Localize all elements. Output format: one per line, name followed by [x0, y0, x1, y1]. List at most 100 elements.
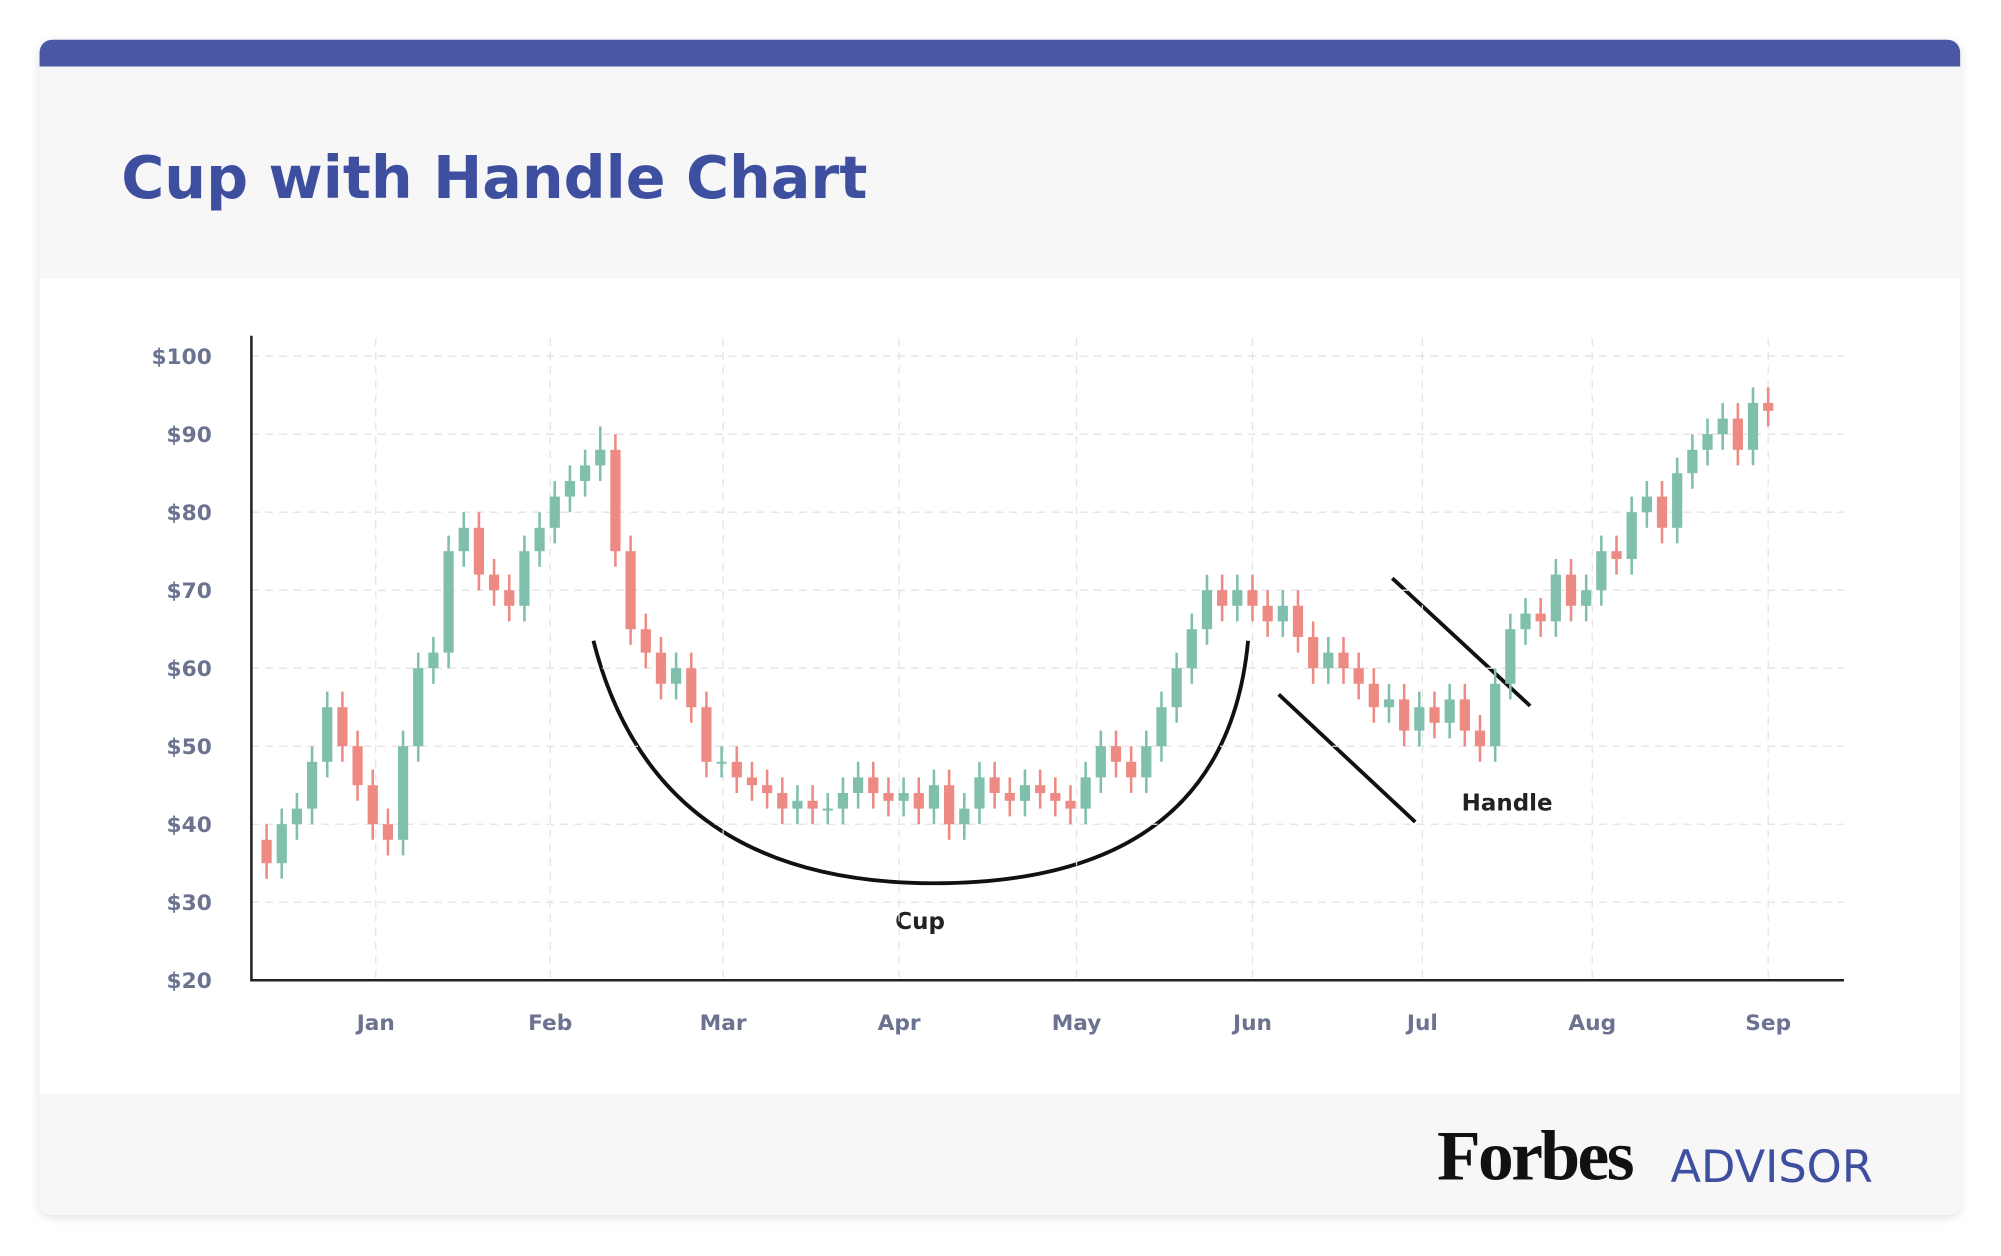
- y-tick-label: $30: [167, 891, 212, 916]
- candle-body: [443, 551, 454, 653]
- candle-body: [367, 785, 378, 825]
- candle-body: [1535, 613, 1546, 622]
- top-bar: [39, 39, 1961, 67]
- candle-body: [822, 808, 833, 811]
- y-tick-label: $40: [167, 813, 212, 838]
- candle-body: [1065, 800, 1076, 809]
- candle-body: [670, 668, 682, 684]
- candle-body: [989, 777, 1000, 794]
- candle-body: [1019, 785, 1031, 801]
- candle-body: [1763, 402, 1774, 411]
- candle-body: [640, 629, 651, 653]
- candle-body: [1338, 652, 1349, 669]
- candle-body: [746, 777, 758, 786]
- candle-body: [928, 785, 940, 809]
- candle-body: [504, 590, 515, 606]
- annotation: Handle: [1462, 790, 1553, 816]
- candle-body: [291, 808, 303, 825]
- candle-body: [1505, 629, 1516, 684]
- candle-body: [473, 527, 485, 575]
- annotation: Cup: [895, 909, 945, 935]
- candle-body: [1596, 551, 1607, 591]
- candle-body: [1247, 590, 1258, 606]
- cup-arc: [591, 640, 1250, 886]
- candle-body: [276, 824, 287, 864]
- candle-body: [837, 793, 849, 809]
- candle-body: [1141, 746, 1152, 778]
- x-tick-label: May: [1052, 1011, 1102, 1036]
- plot-panel: [39, 278, 1961, 1094]
- candle-body: [1292, 605, 1304, 637]
- candle-body: [1565, 574, 1577, 606]
- candle-body: [1444, 699, 1455, 723]
- candle-body: [1459, 699, 1470, 731]
- candle-body: [883, 793, 894, 801]
- candle-body: [534, 527, 545, 552]
- handle-line: [1277, 692, 1417, 824]
- candle-body: [306, 761, 318, 809]
- candle-body: [959, 808, 970, 825]
- x-tick-label: Apr: [878, 1011, 921, 1036]
- y-tick-label: $70: [167, 579, 212, 604]
- candle-body: [1080, 777, 1091, 809]
- candle-body: [428, 652, 439, 669]
- candle-body: [625, 551, 636, 630]
- candle-body: [701, 707, 712, 762]
- candle-body: [1414, 707, 1425, 731]
- candle-body: [655, 652, 667, 684]
- x-tick-label: Jul: [1405, 1011, 1438, 1036]
- x-tick-label: Jun: [1231, 1011, 1272, 1036]
- candle-body: [1050, 793, 1061, 801]
- candle-body: [1095, 746, 1106, 778]
- candle-body: [352, 746, 363, 786]
- y-tick-label: $80: [167, 501, 212, 526]
- candle-body: [807, 800, 818, 809]
- candle-body: [686, 668, 697, 708]
- candle-body: [1232, 590, 1243, 606]
- candle-body: [1353, 668, 1364, 684]
- candle-body: [1687, 449, 1698, 474]
- y-tick-label: $100: [151, 345, 211, 370]
- candle-body: [382, 824, 394, 840]
- candle-body: [1626, 512, 1637, 559]
- candle-body: [261, 839, 272, 864]
- candle-body: [974, 777, 985, 809]
- x-tick-label: Sep: [1745, 1011, 1791, 1036]
- candle-body: [564, 480, 576, 497]
- candle-body: [595, 449, 606, 466]
- x-tick-label: Mar: [700, 1011, 747, 1036]
- candle-body: [322, 707, 333, 762]
- candle-body: [1581, 590, 1592, 606]
- candle-body: [1277, 605, 1288, 622]
- candle-body: [716, 761, 727, 764]
- candle-body: [1126, 761, 1137, 778]
- candle-body: [1490, 683, 1501, 747]
- candle-body: [1747, 402, 1759, 450]
- candle-body: [549, 496, 560, 528]
- candle-body: [1186, 629, 1197, 669]
- candle-body: [1702, 434, 1713, 450]
- x-tick-label: Jan: [355, 1011, 395, 1036]
- candle-body: [579, 465, 591, 481]
- candle-body: [1262, 605, 1273, 622]
- y-tick-label: $90: [167, 423, 212, 448]
- candle-body: [1201, 590, 1213, 630]
- plot: $20 $30 $40 $50 $60 $70 $80 $90 $100 Jan Feb Mar Apr…: [151, 335, 1845, 1036]
- axis-line: [250, 335, 1845, 982]
- candle-body: [1156, 707, 1167, 747]
- candle-body: [1399, 699, 1410, 731]
- y-tick-label: $20: [167, 969, 212, 994]
- candle-body: [488, 574, 500, 591]
- candle-body: [1323, 652, 1334, 669]
- candle-body: [868, 777, 879, 794]
- candle-body: [777, 793, 788, 809]
- y-tick-label: $50: [167, 735, 212, 760]
- candle-body: [1611, 551, 1622, 559]
- y-tick-label: $60: [167, 657, 212, 682]
- candle-body: [1217, 590, 1228, 606]
- sub-brand: ADVISOR: [1670, 1141, 1872, 1193]
- candle-body: [913, 793, 924, 809]
- candle-body: [1004, 793, 1015, 801]
- candle-body: [1474, 730, 1486, 747]
